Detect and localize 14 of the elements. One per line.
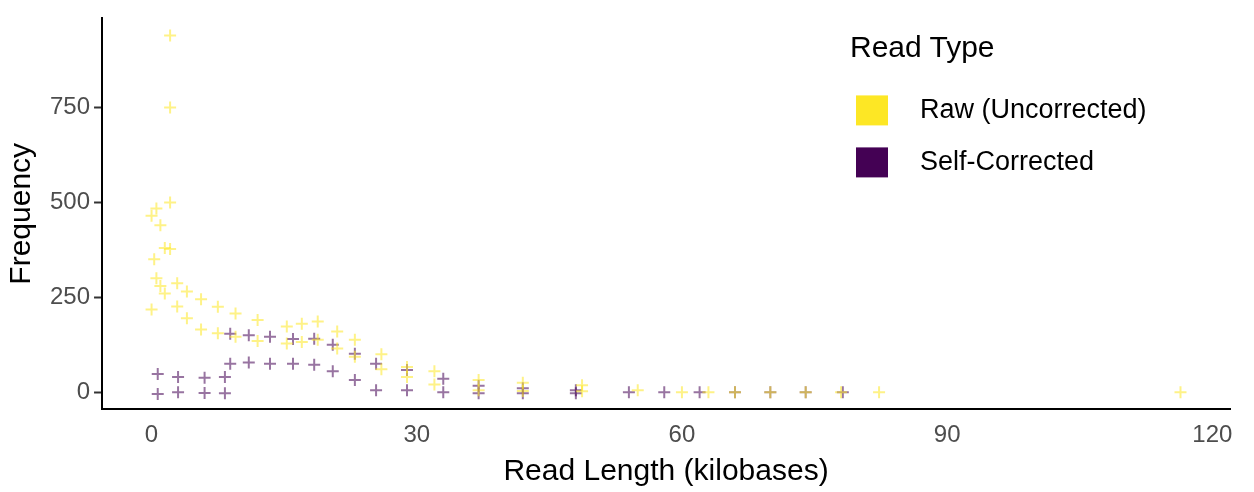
y-axis-title: Frequency — [3, 142, 37, 285]
legend-label: Self-Corrected — [920, 145, 1095, 176]
x-tick-label: 60 — [668, 420, 696, 448]
x-tick-label: 0 — [144, 420, 159, 448]
legend-title: Read Type — [850, 29, 995, 63]
x-axis-title: Read Length (kilobases) — [503, 453, 829, 487]
x-tick-label: 30 — [403, 420, 431, 448]
y-tick-label: 250 — [50, 281, 91, 309]
y-tick-label: 500 — [50, 187, 91, 215]
x-tick-label: 90 — [933, 420, 961, 448]
x-tick-label: 120 — [1192, 420, 1233, 448]
legend-label: Raw (Uncorrected) — [920, 93, 1147, 124]
y-tick-label: 0 — [76, 376, 91, 404]
y-tick-label: 750 — [50, 92, 91, 120]
